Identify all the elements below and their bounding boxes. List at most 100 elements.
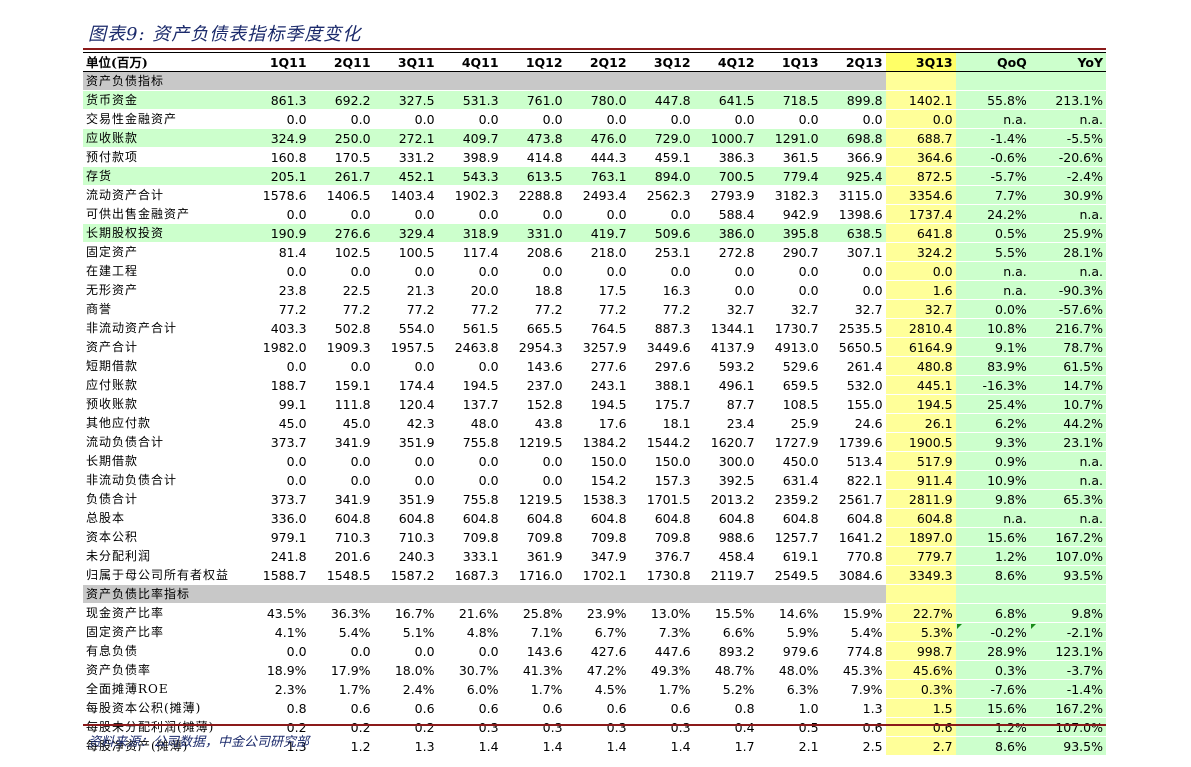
row-label: 无形资产 — [83, 280, 246, 300]
value-cell: 0.0 — [245, 261, 310, 281]
value-cell: 513.4 — [821, 451, 886, 471]
value-cell: 700.5 — [693, 166, 758, 186]
value-cell: 861.3 — [245, 90, 310, 110]
value-cell: 1900.5 — [885, 432, 956, 452]
table-row: 在建工程 0.0 0.0 0.0 0.0 0.0 0.0 0.0 0.0 0.0 0.0 0.0 n.a… — [83, 261, 1106, 281]
value-cell: 710.3 — [309, 527, 374, 547]
value-cell: 0.0 — [373, 204, 438, 224]
column-header: 1Q12 — [501, 52, 566, 72]
value-cell: 0.0 — [501, 451, 566, 471]
value-cell: 318.9 — [437, 223, 502, 243]
value-cell: 36.3% — [309, 603, 374, 623]
value-cell: 1730.8 — [629, 565, 694, 585]
value-cell: 341.9 — [309, 432, 374, 452]
value-cell: 2549.5 — [757, 565, 822, 585]
value-cell: 1.4 — [437, 736, 502, 756]
value-cell: 120.4 — [373, 394, 438, 414]
value-cell: 28.9% — [955, 641, 1030, 661]
value-cell: -1.4% — [1029, 679, 1106, 699]
row-label: 应付账款 — [83, 375, 246, 395]
value-cell: 0.8 — [693, 698, 758, 718]
row-label: 有息负债 — [83, 641, 246, 661]
value-cell: 48.0 — [437, 413, 502, 433]
value-cell: 2561.7 — [821, 489, 886, 509]
table-row: 短期借款 0.0 0.0 0.0 0.0 143.6 277.6 297.6 593.2 529.… — [83, 356, 1106, 376]
value-cell: 1588.7 — [245, 565, 310, 585]
value-cell: 718.5 — [757, 90, 822, 110]
row-label: 流动资产合计 — [83, 185, 246, 205]
value-cell: 6.8% — [955, 603, 1030, 623]
value-cell: -0.2% — [955, 622, 1030, 642]
value-cell: 2.4% — [373, 679, 438, 699]
value-cell: 604.8 — [821, 508, 886, 528]
value-cell: 0.3 — [437, 717, 502, 737]
row-label: 未分配利润 — [83, 546, 246, 566]
value-cell: 77.2 — [501, 299, 566, 319]
value-cell: 23.8 — [245, 280, 310, 300]
value-cell: 336.0 — [245, 508, 310, 528]
value-cell: 755.8 — [437, 432, 502, 452]
table-row: 每股资本公积(摊薄) 0.8 0.6 0.6 0.6 0.6 0.6 0.6 0.8 1.0 1.3… — [83, 698, 1106, 718]
value-cell: 779.4 — [757, 166, 822, 186]
value-cell: 1403.4 — [373, 185, 438, 205]
value-cell: 709.8 — [437, 527, 502, 547]
value-cell: 0.0 — [501, 261, 566, 281]
column-header: 2Q11 — [309, 52, 374, 72]
value-cell: 1730.7 — [757, 318, 822, 338]
value-cell: 45.6% — [885, 660, 956, 680]
value-cell: 15.5% — [693, 603, 758, 623]
value-cell: 13.0% — [629, 603, 694, 623]
value-cell: 9.8% — [955, 489, 1030, 509]
value-cell: -16.3% — [955, 375, 1030, 395]
table-row: 固定资产比率 4.1% 5.4% 5.1% 4.8% 7.1% 6.7% 7.3% 6.6% 5.… — [83, 622, 1106, 642]
value-cell: 18.8 — [501, 280, 566, 300]
value-cell: 8.6% — [955, 736, 1030, 756]
table-row: 资产负债率 18.9% 17.9% 18.0% 30.7% 41.3% 47.2% 49.3%… — [83, 660, 1106, 680]
value-cell: 5.9% — [757, 622, 822, 642]
table-row: 流动资产合计 1578.6 1406.5 1403.4 1902.3 2288.8 2493… — [83, 185, 1106, 205]
value-cell: 709.8 — [565, 527, 630, 547]
value-cell: 1737.4 — [885, 204, 956, 224]
table-row: 预收账款 99.1 111.8 120.4 137.7 152.8 194.5 175.7 87… — [83, 394, 1106, 414]
value-cell: 61.5% — [1029, 356, 1106, 376]
value-cell: 25.8% — [501, 603, 566, 623]
value-cell: 364.6 — [885, 147, 956, 167]
value-cell: 0.0 — [821, 261, 886, 281]
value-cell: 49.3% — [629, 660, 694, 680]
value-cell: 427.6 — [565, 641, 630, 661]
value-cell: 0.0 — [629, 204, 694, 224]
column-header: 2Q13 — [821, 52, 886, 72]
value-cell: 0.0 — [501, 204, 566, 224]
value-cell: 4913.0 — [757, 337, 822, 357]
value-cell: 770.8 — [821, 546, 886, 566]
row-label: 商誉 — [83, 299, 246, 319]
value-cell: 373.7 — [245, 432, 310, 452]
value-cell: 998.7 — [885, 641, 956, 661]
value-cell: n.a. — [1029, 109, 1106, 129]
value-cell: 167.2% — [1029, 698, 1106, 718]
value-cell: 7.9% — [821, 679, 886, 699]
value-cell: 4.8% — [437, 622, 502, 642]
value-cell: 619.1 — [757, 546, 822, 566]
value-cell: 1982.0 — [245, 337, 310, 357]
value-cell: 261.4 — [821, 356, 886, 376]
value-cell: 1578.6 — [245, 185, 310, 205]
value-cell: 509.6 — [629, 223, 694, 243]
value-cell: 0.0 — [309, 451, 374, 471]
value-cell: 3115.0 — [821, 185, 886, 205]
value-cell: 1402.1 — [885, 90, 956, 110]
value-cell: 0.8 — [245, 698, 310, 718]
table-row: 全面摊薄ROE 2.3% 1.7% 2.4% 6.0% 1.7% 4.5% 1.7% 5.2% 6… — [83, 679, 1106, 699]
value-cell: 9.8% — [1029, 603, 1106, 623]
column-header: 3Q11 — [373, 52, 438, 72]
row-label: 归属于母公司所有者权益 — [83, 565, 246, 585]
value-cell: 0.0 — [885, 261, 956, 281]
value-cell: 688.7 — [885, 128, 956, 148]
value-cell: n.a. — [955, 508, 1030, 528]
value-cell: 143.6 — [501, 356, 566, 376]
value-cell: 761.0 — [501, 90, 566, 110]
value-cell: 194.5 — [565, 394, 630, 414]
value-cell: 458.4 — [693, 546, 758, 566]
value-cell: 25.9 — [757, 413, 822, 433]
value-cell: 0.2 — [373, 717, 438, 737]
